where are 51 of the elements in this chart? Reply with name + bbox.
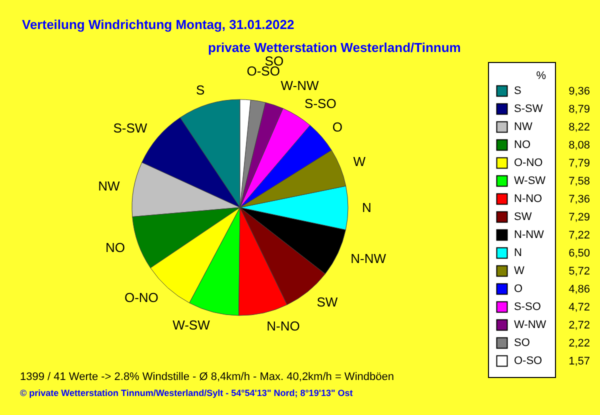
data-label: 6,50	[568, 248, 590, 260]
legend-label: NW	[514, 121, 533, 133]
legend-label: W	[514, 265, 525, 277]
legend-label: S-SO	[514, 301, 542, 313]
slice-label: SW	[316, 294, 338, 310]
slice-label: W-SW	[172, 318, 211, 333]
data-label: 7,79	[568, 158, 590, 170]
legend-label: O	[514, 283, 523, 295]
data-label: 2,72	[568, 320, 590, 332]
legend-label: O-SO	[514, 355, 543, 367]
legend-label: N	[514, 247, 522, 259]
slice-label: NO	[105, 240, 125, 256]
slice-label: S	[196, 82, 205, 98]
slice-label: O-NO	[124, 290, 158, 306]
legend-label: O-NO	[514, 157, 544, 169]
slice-label: NW	[98, 178, 121, 194]
data-label: 2,22	[568, 338, 590, 350]
data-label: 8,79	[568, 104, 590, 116]
legend-label: W-SW	[514, 175, 546, 187]
text: © private Wetterstation Tinnum/Westerland/Sylt - 54°54'13" Nord; 8°19'13" Ost	[20, 388, 353, 398]
slice-label: W-NW	[280, 78, 320, 94]
data-label: 4,86	[568, 284, 590, 296]
legend-label: W-NW	[514, 319, 547, 331]
data-label: 4,72	[568, 302, 590, 314]
chart-subtitle: private Wetterstation Westerland/Tinnum	[208, 40, 461, 55]
data-label: 5,72	[568, 266, 590, 278]
legend-label: NO	[514, 139, 531, 151]
data-label: 8,08	[568, 140, 590, 152]
data-label: 1,57	[568, 356, 590, 368]
text: 1399 / 41 Werte -> 2.8% Windstille - Ø 8,4km/h - Max. 40,2km/h = Windböen	[20, 371, 394, 383]
data-label: 8,22	[568, 122, 590, 134]
data-label: 9,36	[568, 86, 590, 98]
data-label: 7,36	[568, 194, 590, 206]
legend-label: N-NO	[514, 193, 543, 205]
legend-label: SO	[514, 337, 530, 349]
legend-title: %	[536, 70, 546, 82]
legend-label: N-NW	[514, 229, 545, 241]
slice-label: O	[332, 120, 342, 135]
slice-label: N-NW	[350, 250, 387, 266]
data-label: 7,58	[568, 176, 590, 188]
data-label: 7,29	[568, 212, 590, 224]
slice-label: S-SW	[113, 120, 148, 136]
legend-label: S-SW	[514, 103, 544, 115]
chart-title: Verteilung Windrichtung Montag, 31.01.2022	[22, 17, 294, 32]
slice-label: N	[362, 200, 372, 215]
slice-label: N-NO	[266, 318, 300, 334]
slice-label: W	[353, 154, 366, 170]
slice-label: S-SO	[304, 96, 336, 111]
legend-label: S	[514, 85, 522, 97]
data-label: 7,22	[568, 230, 590, 242]
legend-label: SW	[514, 211, 532, 223]
